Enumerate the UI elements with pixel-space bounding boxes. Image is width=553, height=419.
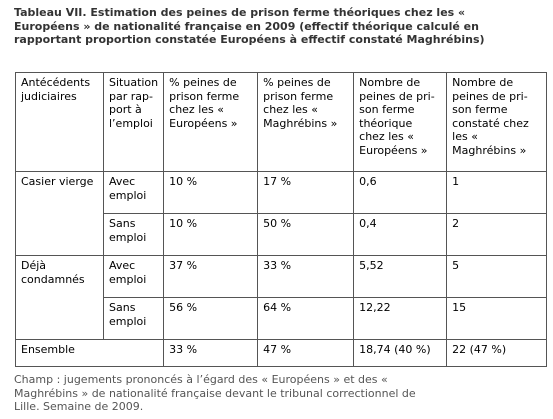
table-cell: 10 %: [163, 213, 259, 256]
table-cell: Avec emploi: [102, 255, 165, 298]
table-cell: 5: [446, 255, 548, 298]
table-row: Sans emploi 10 % 50 % 0,4 2: [16, 213, 548, 256]
group-cell: Déjà condamnés: [15, 255, 104, 340]
total-label: Ensemble: [14, 339, 165, 367]
table-cell: 33 %: [163, 339, 259, 367]
table-cell: 50 %: [257, 213, 355, 256]
table-row: Déjà condamnés Avec emploi 37 % 33 % 5,52 5: [15, 255, 548, 340]
table-cell: 33 %: [257, 255, 355, 298]
header-cell: Situation par rap-port à l’emploi: [102, 72, 165, 172]
table-cell: 0,4: [353, 213, 448, 256]
table-cell: 1: [446, 171, 548, 214]
header-cell: Nombre de peines de pri-son ferme consta…: [446, 72, 548, 172]
table-row: Casier vierge Avec emploi 10 % 17 % 0,6 1: [15, 171, 548, 256]
table-cell: 18,74 (40 %): [353, 339, 448, 367]
table-cell: 15: [446, 297, 548, 340]
table-cell: Sans emploi: [102, 213, 165, 256]
table-cell: Sans emploi: [102, 297, 165, 340]
group-cell: Casier vierge: [15, 171, 104, 256]
header-cell: % peines de prison ferme chez les « Euro…: [163, 72, 259, 172]
table-cell: 47 %: [257, 339, 355, 367]
table-cell: 10 %: [163, 171, 259, 214]
table-cell: 37 %: [163, 255, 259, 298]
table-cell: 56 %: [163, 297, 259, 340]
header-cell: Nombre de peines de pri-son ferme théori…: [353, 72, 448, 172]
total-row: Ensemble 33 % 47 % 18,74 (40 %) 22 (47 %): [14, 339, 548, 367]
table-title: Tableau VII. Estimation des peines de pr…: [14, 6, 485, 46]
table-cell: 0,6: [353, 171, 448, 214]
table-cell: Avec emploi: [102, 171, 165, 214]
table-cell: 5,52: [353, 255, 448, 298]
footnote: Champ : jugements prononcés à l’égard de…: [14, 373, 416, 413]
table-cell: 12,22: [353, 297, 448, 340]
header-cell: % peines de prison ferme chez les « Magh…: [257, 72, 355, 172]
table-cell: 64 %: [257, 297, 355, 340]
data-table: Antécédents judiciaires Situation par rap…: [14, 72, 548, 367]
table-cell: 2: [446, 213, 548, 256]
header-cell: Antécédents judiciaires: [15, 72, 104, 172]
table-cell: 22 (47 %): [446, 339, 548, 367]
header-row: Antécédents judiciaires Situation par rap…: [15, 72, 548, 172]
table-cell: 17 %: [257, 171, 355, 214]
